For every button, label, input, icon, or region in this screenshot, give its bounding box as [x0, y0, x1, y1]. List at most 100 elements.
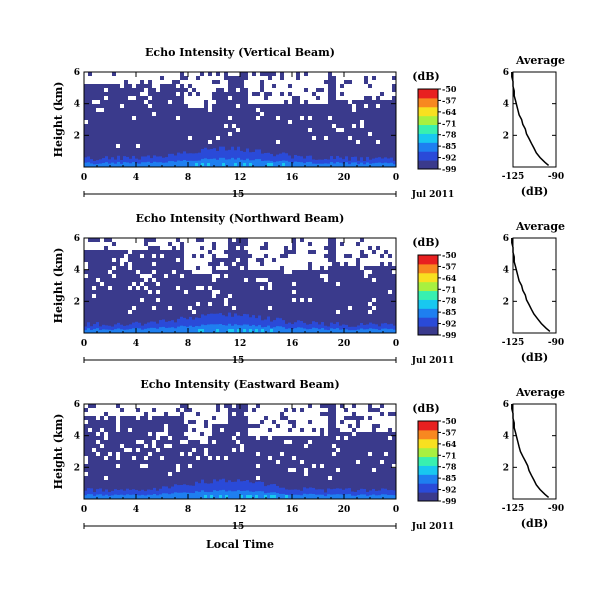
colorbar-swatch — [418, 151, 438, 161]
x-tick-label: 12 — [234, 339, 247, 349]
panel-1: Echo Intensity (Northward Beam)0 4 8 12 16 20… — [52, 212, 565, 366]
x-tick-label: 4 — [133, 505, 139, 515]
x-tick-label: 16 — [286, 339, 299, 349]
colorbar-tick-label: -99 — [442, 164, 457, 174]
colorbar-tick-label: -92 — [442, 319, 456, 329]
average-profile-line — [511, 72, 550, 166]
panel-title: Echo Intensity (Vertical Beam) — [145, 46, 335, 59]
colorbar-swatch — [418, 106, 438, 117]
colorbar-swatch — [418, 263, 438, 274]
y-axis-label: Height (km) — [52, 82, 65, 158]
colorbar-tick-label: -92 — [442, 153, 456, 163]
avg-x-axis-label: (dB) — [521, 351, 548, 364]
x-tick-label: 16 — [286, 173, 299, 183]
colorbar-swatch — [418, 474, 438, 484]
colorbar-swatch — [418, 456, 438, 466]
y-tick-label: 2 — [74, 463, 80, 473]
colorbar-tick-label: -64 — [442, 439, 457, 449]
colorbar-tick-label: -85 — [442, 141, 456, 151]
colorbar-tick-label: -99 — [442, 330, 457, 340]
colorbar-swatch — [418, 272, 438, 283]
colorbar-swatch — [418, 421, 438, 431]
date-label: Jul 2011 — [411, 522, 454, 532]
x-tick-label: 20 — [338, 339, 351, 349]
colorbar-swatch — [418, 89, 438, 99]
colorbar-tick-label: -78 — [442, 296, 457, 306]
y-tick-label: 2 — [74, 297, 80, 307]
colorbar-tick-label: -92 — [442, 485, 456, 495]
colorbar-tick-label: -85 — [442, 307, 456, 317]
average-title: Average — [515, 54, 565, 67]
colorbar-tick-label: -85 — [442, 473, 456, 483]
average-frame — [512, 71, 557, 168]
colorbar-swatch — [418, 483, 438, 493]
colorbar-tick-label: -78 — [442, 462, 457, 472]
average-title: Average — [515, 220, 565, 233]
panel-0: Echo Intensity (Vertical Beam) 0 4 8 12 16 20 0… — [52, 46, 565, 200]
colorbar-frame — [417, 88, 439, 170]
x-tick-label: 20 — [338, 173, 351, 183]
avg-x-tick-label: -125 — [502, 504, 525, 514]
colorbar-tick-label: -99 — [442, 496, 457, 506]
avg-y-tick-label: 4 — [503, 432, 509, 442]
colorbar-swatch — [418, 133, 438, 143]
x-tick-label: 0 — [393, 173, 399, 183]
masked-cells — [84, 404, 396, 480]
colorbar-swatch — [418, 255, 438, 265]
colorbar-unit: (dB) — [412, 70, 439, 83]
colorbar-tick-label: -57 — [442, 427, 456, 437]
x-tick-label: 8 — [185, 505, 191, 515]
colorbar-tick-label: -64 — [442, 107, 457, 117]
colorbar-tick-label: -57 — [442, 95, 456, 105]
x-axis-label: Local Time — [206, 538, 274, 551]
x-tick-label: 8 — [185, 339, 191, 349]
date-tick-label: 15 — [232, 190, 245, 200]
average-frame — [512, 403, 557, 500]
x-tick-label: 12 — [234, 173, 247, 183]
colorbar-unit: (dB) — [412, 236, 439, 249]
masked-cells — [84, 238, 396, 314]
colorbar-tick-label: -71 — [442, 284, 456, 294]
date-label: Jul 2011 — [411, 190, 454, 200]
x-tick-label: 12 — [234, 505, 247, 515]
x-tick-label: 4 — [133, 173, 139, 183]
avg-y-tick-label: 4 — [503, 266, 509, 276]
colorbar-tick-label: -71 — [442, 450, 456, 460]
colorbar-tick-label: -71 — [442, 118, 456, 128]
avg-y-tick-label: 6 — [503, 68, 509, 78]
x-tick-label: 0 — [393, 505, 399, 515]
colorbar-tick-label: -78 — [442, 130, 457, 140]
colorbar-swatch — [418, 492, 438, 502]
y-axis-label: Height (km) — [52, 414, 65, 490]
y-tick-label: 6 — [74, 234, 80, 244]
average-title: Average — [515, 386, 565, 399]
date-label: Jul 2011 — [411, 356, 454, 366]
colorbar-tick-label: -57 — [442, 261, 456, 271]
avg-x-tick-label: -90 — [548, 338, 564, 348]
date-tick-label: 15 — [232, 356, 245, 366]
surface-echo — [84, 146, 396, 167]
colorbar-frame — [417, 420, 439, 502]
average-profile-line — [511, 404, 550, 498]
avg-x-axis-label: (dB) — [521, 185, 548, 198]
colorbar-swatch — [418, 97, 438, 108]
colorbar-unit: (dB) — [412, 402, 439, 415]
y-tick-label: 6 — [74, 400, 80, 410]
x-tick-label: 4 — [133, 339, 139, 349]
colorbar-swatch — [418, 429, 438, 440]
y-tick-label: 6 — [74, 68, 80, 78]
colorbar-swatch — [418, 290, 438, 300]
avg-y-tick-label: 4 — [503, 100, 509, 110]
y-tick-label: 2 — [74, 131, 80, 141]
y-tick-label: 4 — [74, 432, 80, 442]
colorbar-swatch — [418, 326, 438, 336]
colorbar-frame — [417, 254, 439, 336]
colorbar-tick-label: -64 — [442, 273, 457, 283]
x-tick-label: 16 — [286, 505, 299, 515]
avg-x-axis-label: (dB) — [521, 517, 548, 530]
x-tick-label: 0 — [81, 505, 87, 515]
y-axis-label: Height (km) — [52, 248, 65, 324]
colorbar-swatch — [418, 124, 438, 134]
